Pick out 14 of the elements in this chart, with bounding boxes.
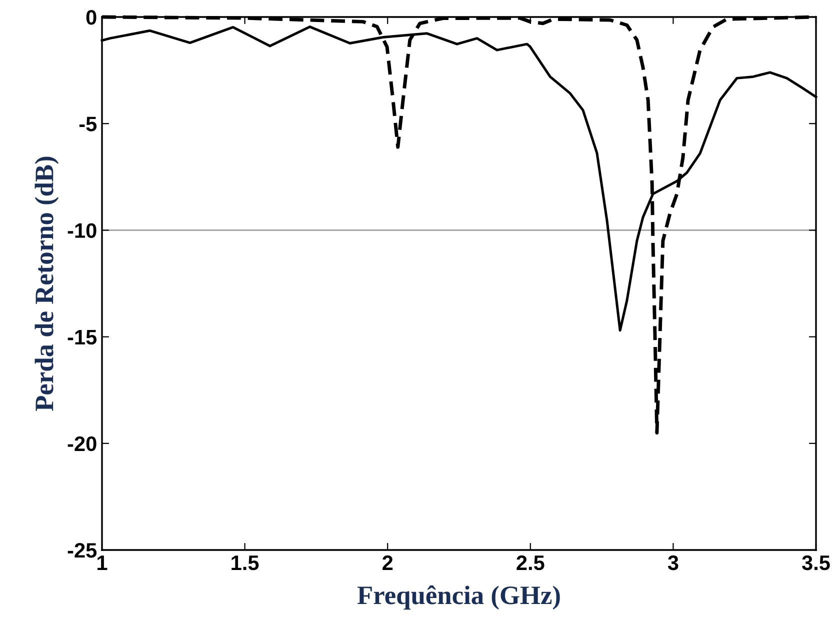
x-tick-label: 3.5 [802, 555, 830, 570]
y-tick-label: 0 [86, 10, 96, 25]
x-tick-label: 2.5 [516, 555, 544, 570]
x-tick-label: 3 [668, 555, 678, 570]
x-tick-label: 1.5 [232, 556, 259, 570]
y-tick-label: -10 [68, 223, 96, 238]
x-tick-label: 2 [382, 555, 393, 570]
y-tick-label: -15 [68, 330, 97, 345]
x-axis-title: Frequência (GHz) [357, 585, 560, 610]
y-axis-title: Perda de Retorno (dB) [34, 156, 59, 411]
y-tick-label: -20 [68, 436, 96, 452]
y-tick-label: -5 [79, 116, 97, 132]
x-tick-label: 1 [98, 556, 108, 570]
y-tick-label: -25 [68, 543, 97, 558]
